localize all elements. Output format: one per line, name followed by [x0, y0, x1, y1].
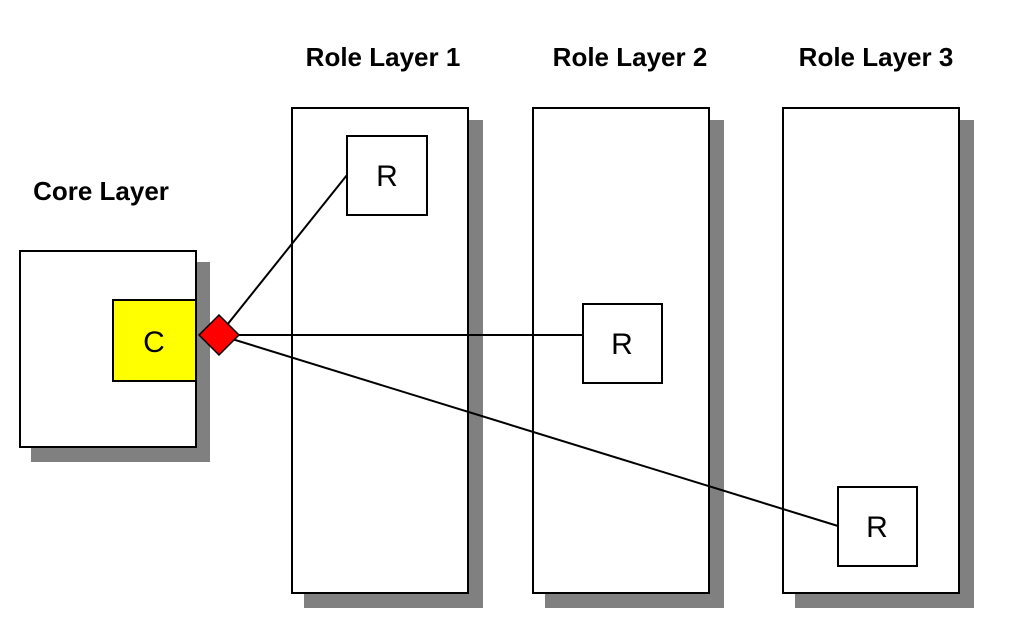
- role-2-rect: [582, 303, 663, 384]
- core-layer: C: [19, 250, 210, 462]
- core-layer-title: Core Layer: [33, 176, 169, 206]
- role-layer-1-title: Role Layer 1: [306, 42, 461, 72]
- role-1-box: R: [346, 135, 428, 216]
- role-2-box: R: [582, 303, 663, 384]
- role-2-label: R: [611, 328, 633, 361]
- role-layer-3-title: Role Layer 3: [799, 42, 954, 72]
- role-1-label: R: [376, 160, 398, 193]
- role-layer-2: [532, 107, 724, 608]
- connector-role-1: [218, 174, 348, 336]
- role-layer-3: [782, 107, 974, 608]
- role-3-box: R: [837, 486, 918, 567]
- role-3-label: R: [866, 511, 888, 544]
- connector-role-3: [218, 334, 839, 527]
- core-component-box: [112, 299, 197, 382]
- role-layer-2-title: Role Layer 2: [553, 42, 708, 72]
- junction-diamond: [197, 313, 241, 357]
- core-component-label: C: [143, 326, 165, 359]
- role-1-rect: [346, 135, 428, 216]
- role-3-rect: [837, 486, 918, 567]
